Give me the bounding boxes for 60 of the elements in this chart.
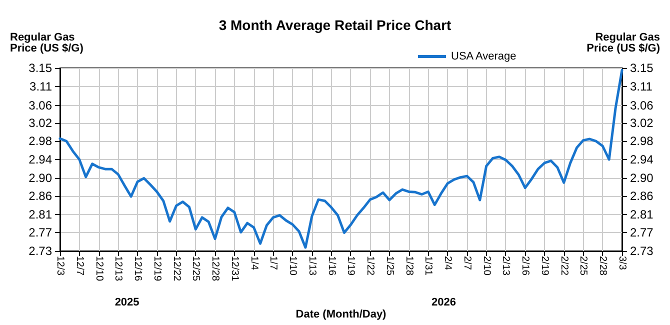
y2-tick-label: 3.11 — [630, 79, 653, 94]
x-tick-label: 12/7 — [74, 256, 85, 276]
y-tick-label: 2.98 — [28, 134, 52, 148]
y2-tick-label: 2.81 — [630, 207, 654, 222]
y-tick-label: 3.15 — [28, 61, 52, 75]
text: 2025 — [114, 296, 140, 308]
y-axis-title: Regular Gas Price (US $/G) — [10, 32, 84, 54]
x-tick-label: 1/19 — [345, 256, 356, 276]
y-tick-label: 3.11 — [30, 79, 52, 94]
x-axis-title: Date (Month/Day) — [296, 308, 387, 320]
x-tick-label: 12/22 — [170, 256, 182, 282]
x-tick-label: 12/13 — [112, 256, 124, 282]
x-tick-label: 1/28 — [403, 256, 414, 276]
x-tick-label: 12/31 — [228, 256, 240, 282]
y-tick-label: 2.90 — [28, 170, 52, 185]
x-tick-label: 2/28 — [597, 256, 608, 276]
x-tick-label: 2/22 — [558, 256, 570, 276]
x-tick-label: 2/16 — [520, 256, 531, 276]
x-tick-label: 3/3 — [616, 256, 628, 270]
y-tick-label: 2.81 — [28, 207, 52, 222]
x-tick-label: 1/22 — [364, 256, 376, 276]
line-series — [58, 68, 624, 249]
legend-label: USA Average — [451, 50, 516, 62]
y2-tick-label: 2.98 — [630, 134, 654, 148]
x-tick-label: 2/10 — [480, 256, 492, 276]
y-tick-label: 2.73 — [28, 244, 52, 258]
x-tick-label: 1/16 — [326, 256, 337, 276]
y2-tick-label: 3.02 — [630, 116, 654, 130]
x-tick-label: 1/13 — [306, 256, 318, 276]
x-tick-label: 2/7 — [461, 256, 472, 270]
y2-tick-label: 2.94 — [630, 152, 654, 166]
x-tick-label: 2/13 — [500, 256, 512, 276]
y2-tick-label: 2.73 — [630, 244, 654, 258]
y2-tick-label: 3.06 — [630, 98, 654, 112]
x-tick-label: 1/31 — [422, 256, 434, 276]
x-tick-label: 1/10 — [287, 256, 298, 276]
y-tick-label: 3.02 — [28, 116, 52, 130]
y2-tick-label: 2.90 — [630, 170, 654, 185]
x-tick-label: 2/19 — [538, 256, 550, 276]
x-tick-label: 12/25 — [190, 256, 202, 282]
chart-title: 3 Month Average Retail Price Chart — [218, 17, 452, 33]
x-tick-label: 1/7 — [268, 256, 279, 270]
y2-tick-label: 2.86 — [630, 189, 654, 204]
text: 2026 — [432, 296, 456, 308]
x-tick-label: 2/25 — [578, 256, 589, 276]
y-tick-label: 3.06 — [28, 98, 52, 112]
y-tick-label: 2.94 — [28, 152, 52, 166]
x-tick-label: 12/10 — [93, 256, 104, 282]
y-tick-label: 2.86 — [28, 189, 52, 204]
x-tick-label: 12/16 — [132, 256, 144, 282]
y-tick-label: 2.77 — [28, 226, 52, 240]
y2-tick-label: 3.15 — [630, 61, 654, 75]
x-tick-label: 2/4 — [442, 256, 454, 270]
x-tick-label: 12/28 — [210, 256, 221, 282]
x-tick-label: 1/4 — [248, 256, 260, 270]
y2-tick-label: 2.77 — [630, 226, 654, 240]
y2-axis-title: Regular Gas Price (US $/G) — [586, 32, 660, 54]
x-tick-label: 1/25 — [384, 256, 395, 276]
x-tick-label: 12/19 — [151, 256, 162, 282]
x-tick-label: 12/3 — [54, 256, 66, 276]
